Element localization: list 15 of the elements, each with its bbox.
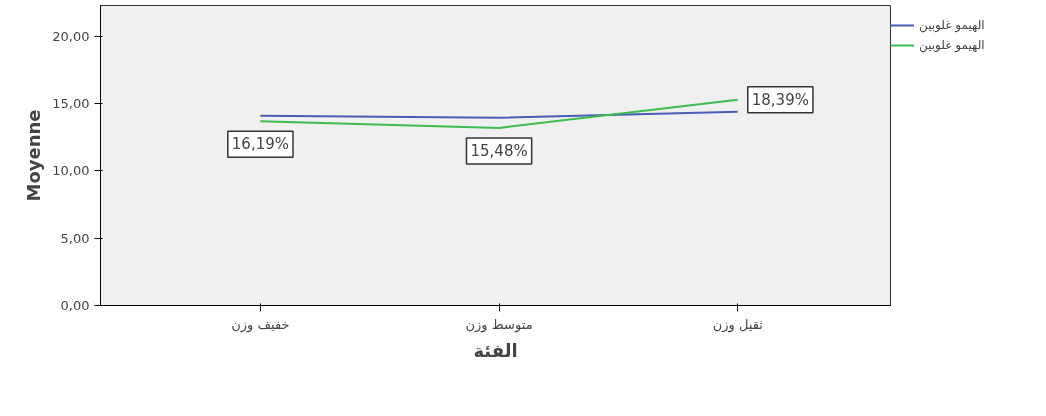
y-tick-label: 0,00 (60, 298, 90, 313)
x-tick-label: متوسط وزن (465, 316, 533, 333)
legend-label: الهيمو غلوبين (919, 17, 986, 34)
legend-label: الهيمو غلوبين (919, 37, 986, 54)
y-tick-label: 5,00 (60, 230, 90, 246)
annotation: 16,19% (231, 135, 290, 154)
y-tick-label: 15,00 (52, 96, 90, 112)
x-tick-label: ثقيل وزن (712, 316, 764, 333)
annotation: 18,39% (751, 90, 809, 109)
x-axis-title: الفئة (473, 339, 518, 361)
y-tick-label: 20,00 (52, 28, 90, 44)
annotation: 15,48% (470, 141, 528, 160)
y-tick-label: 10,00 (52, 163, 90, 179)
x-tick-label: خفيف وزن (231, 316, 290, 333)
y-axis-title: Moyenne (23, 109, 45, 202)
